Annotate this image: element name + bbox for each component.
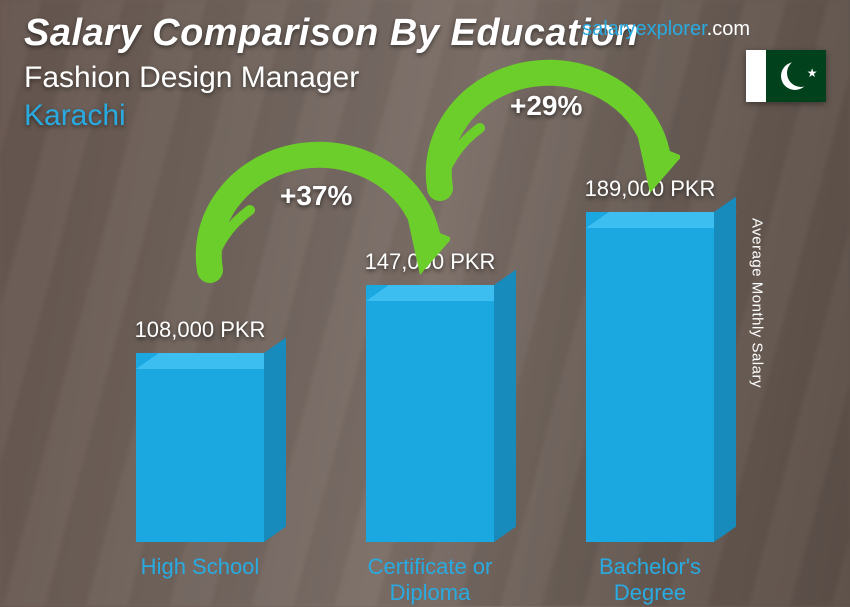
increase-label: +37% [280, 180, 352, 212]
bar-group: 189,000 PKRBachelor'sDegree [586, 176, 714, 542]
bar [136, 353, 264, 542]
bar-group: 147,000 PKRCertificate orDiploma [366, 249, 494, 542]
increase-label: +29% [510, 90, 582, 122]
bar-category-label: Certificate orDiploma [368, 554, 493, 607]
bar [586, 212, 714, 542]
bar-group: 108,000 PKRHigh School [136, 317, 264, 542]
increase-arc [420, 38, 680, 208]
bar-category-label: Bachelor'sDegree [599, 554, 701, 607]
bar-chart: 108,000 PKRHigh School147,000 PKRCertifi… [0, 0, 850, 606]
bar [366, 285, 494, 542]
bar-category-label: High School [141, 554, 260, 580]
bar-value-label: 108,000 PKR [135, 317, 266, 343]
